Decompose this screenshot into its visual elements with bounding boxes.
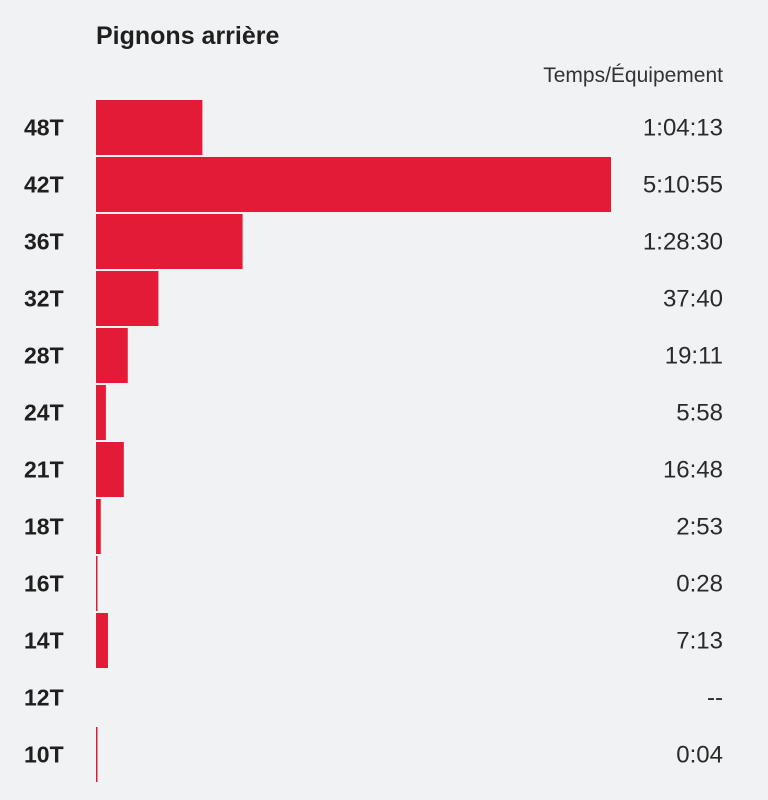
bar xyxy=(96,442,124,497)
gear-label: 16T xyxy=(24,571,64,597)
gear-label: 28T xyxy=(24,343,64,369)
column-header: Temps/Équipement xyxy=(543,64,723,87)
gear-label: 12T xyxy=(24,685,64,711)
bar xyxy=(96,100,203,155)
bar xyxy=(96,328,128,383)
time-label: 0:04 xyxy=(676,742,723,769)
gear-label: 18T xyxy=(24,514,64,540)
time-label: 5:58 xyxy=(676,400,723,427)
bar xyxy=(96,214,243,269)
time-label: 19:11 xyxy=(665,343,723,370)
bar xyxy=(96,613,108,668)
gear-label: 42T xyxy=(24,172,64,198)
bar xyxy=(96,499,101,554)
time-label: 0:28 xyxy=(676,571,723,598)
chart-title: Pignons arrière xyxy=(96,22,280,50)
time-label: 7:13 xyxy=(676,628,723,655)
time-label: 5:10:55 xyxy=(643,172,723,199)
gear-label: 10T xyxy=(24,742,64,768)
time-label: 2:53 xyxy=(676,514,723,541)
gear-label: 21T xyxy=(24,457,64,483)
time-label: 16:48 xyxy=(663,457,723,484)
bar xyxy=(96,271,159,326)
time-label: -- xyxy=(707,685,723,712)
bar xyxy=(96,385,106,440)
time-label: 1:04:13 xyxy=(643,115,723,142)
gear-label: 48T xyxy=(24,115,64,141)
gear-label: 32T xyxy=(24,286,64,312)
bar xyxy=(96,727,98,782)
gear-label: 14T xyxy=(24,628,64,654)
time-label: 1:28:30 xyxy=(643,229,723,256)
bar xyxy=(96,157,611,212)
gear-label: 36T xyxy=(24,229,64,255)
gear-label: 24T xyxy=(24,400,64,426)
time-label: 37:40 xyxy=(663,286,723,313)
bar xyxy=(96,556,98,611)
